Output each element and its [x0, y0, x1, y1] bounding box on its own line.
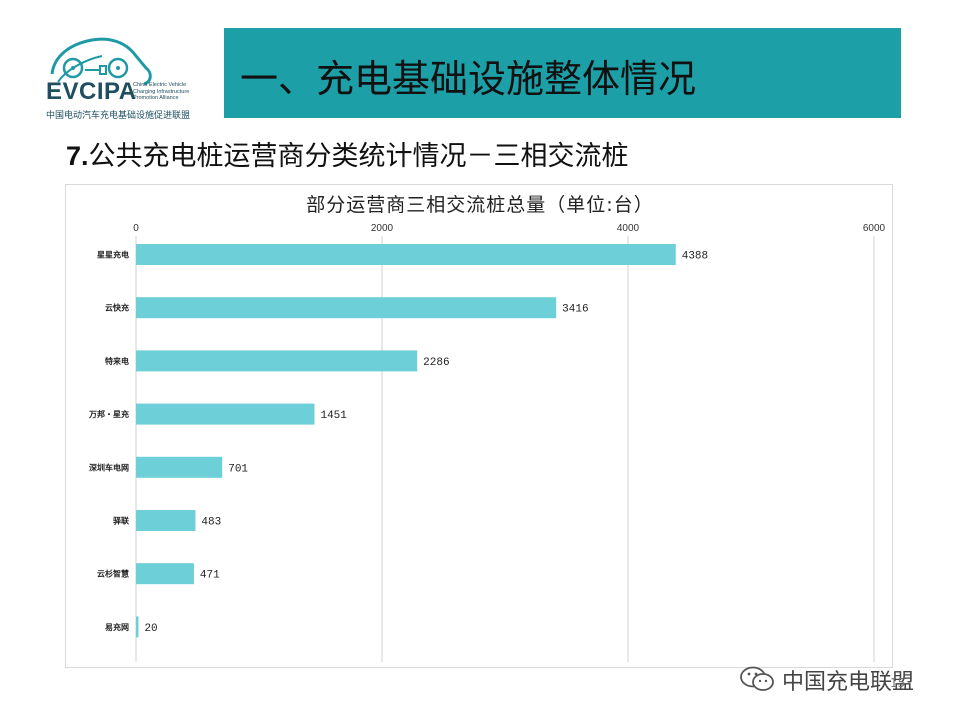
logo-name: EVCIPA — [46, 78, 137, 105]
logo-english: China Electric Vehicle Charging Infrastr… — [133, 82, 190, 101]
x-tick-label: 4000 — [617, 223, 640, 234]
category-label: 万邦・星充 — [88, 409, 129, 419]
category-label: 特来电 — [105, 356, 129, 366]
logo-chinese: 中国电动汽车充电基础设施促进联盟 — [46, 111, 191, 121]
category-label: 云快充 — [105, 303, 129, 313]
bar — [136, 244, 676, 265]
page-number: 15 — [890, 676, 906, 690]
data-label: 20 — [144, 623, 157, 635]
data-label: 1451 — [320, 410, 347, 422]
category-label: 驿联 — [113, 516, 129, 526]
wechat-icon — [740, 666, 774, 691]
watermark: 中国充电联盟 — [738, 664, 914, 695]
bar — [136, 616, 139, 638]
section-subtitle-text: 公共充电桩运营商分类统计情况－三相交流桩 — [88, 141, 629, 172]
data-label: 701 — [228, 463, 248, 475]
title-banner — [224, 28, 901, 118]
chart-title: 部分运营商三相交流桩总量（单位:台） — [306, 194, 654, 216]
bar — [136, 510, 196, 531]
data-label: 483 — [201, 517, 221, 529]
car-plug-icon — [50, 37, 152, 86]
category-label: 深圳车电网 — [89, 462, 129, 472]
bar — [136, 350, 418, 372]
bar — [136, 456, 223, 478]
bar — [136, 403, 315, 425]
data-label: 4388 — [682, 251, 708, 263]
data-label: 471 — [200, 570, 220, 582]
bar — [136, 297, 557, 319]
bar — [136, 563, 194, 585]
category-label: 易充网 — [105, 622, 129, 632]
x-tick-label: 2000 — [371, 223, 394, 234]
watermark-text: 中国充电联盟 — [782, 670, 915, 695]
page-title: 一、充电基础设施整体情况 — [240, 57, 697, 101]
data-label: 3416 — [562, 304, 588, 316]
category-label: 云杉智慧 — [97, 569, 129, 579]
category-label: 星星充电 — [97, 250, 129, 260]
x-tick-label: 6000 — [863, 223, 886, 234]
chart-frame — [65, 184, 893, 668]
section-subtitle: 7.公共充电桩运营商分类统计情况－三相交流桩 — [66, 134, 629, 173]
data-label: 2286 — [423, 357, 449, 369]
section-number: 7. — [66, 141, 89, 171]
x-tick-label: 0 — [133, 223, 139, 234]
